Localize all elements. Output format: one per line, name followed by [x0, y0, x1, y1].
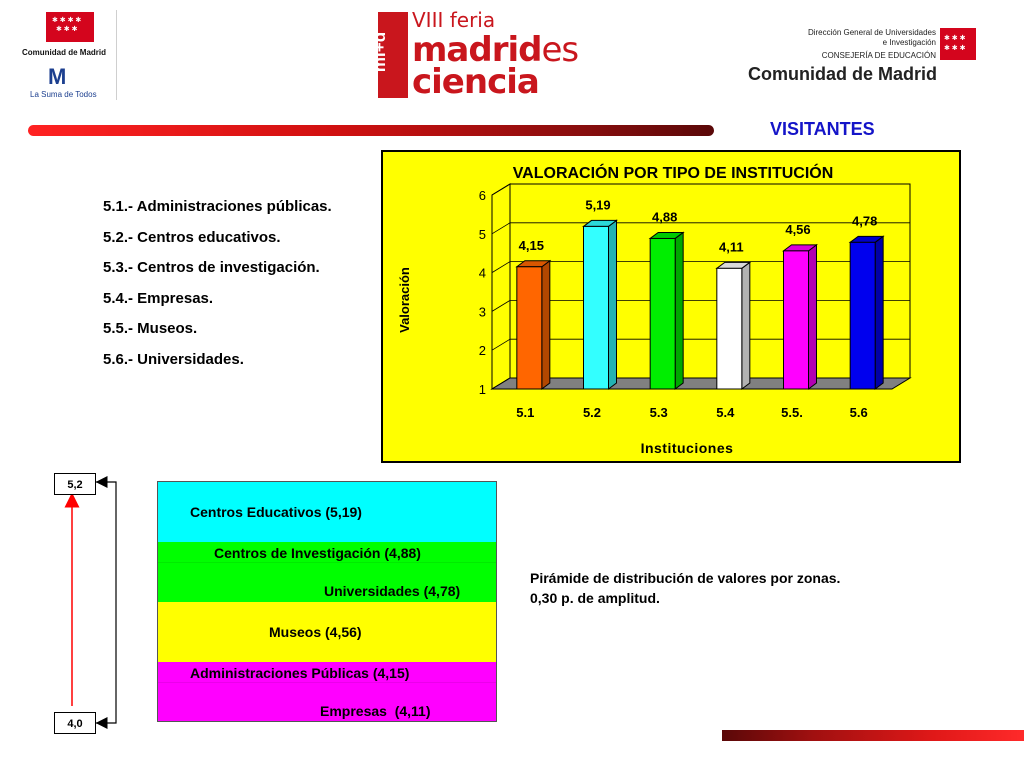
zone-yellow: Museos (4,56)	[158, 602, 496, 662]
feria-logo: mi+d VIII feria madrides ciencia	[370, 8, 579, 102]
zone-divider	[158, 562, 496, 563]
bar-chart: 1 2 3 4 5 6 4,15 5.1 5,19 5.2 4,88 5.3 4,11 5.4 4,56 5.…	[381, 150, 961, 463]
gridline	[491, 261, 910, 273]
dg-line-3: CONSEJERÍA DE EDUCACIÓN	[821, 51, 936, 60]
institution-item: 5.5.- Museos.	[103, 320, 198, 337]
bar-value-label: 5,19	[585, 197, 610, 212]
madrid-flag-icon: ✱ ✱ ✱ ✱ ✱ ✱ ✱	[46, 12, 94, 42]
institution-item: 5.1.- Administraciones públicas.	[103, 198, 332, 215]
x-tick-label: 5.6	[850, 405, 868, 420]
feria-vertical-mark: mi+d	[370, 12, 408, 98]
bar-side	[874, 235, 884, 390]
bar-side	[608, 219, 617, 390]
gridline	[491, 299, 910, 312]
bar-side	[541, 259, 551, 390]
y-tick-label: 1	[479, 382, 486, 397]
x-axis-label: Instituciones	[641, 440, 734, 456]
zone-label: Centros de Investigación (4,88)	[214, 545, 421, 561]
bar-side	[674, 231, 684, 390]
bar	[649, 237, 676, 390]
bar-value-label: 4,78	[852, 213, 877, 228]
bar-value-label: 4,15	[519, 238, 544, 253]
section-title: VISITANTES	[770, 119, 875, 139]
direccion-general-logo: Dirección General de Universidades e Inv…	[740, 28, 980, 88]
bar-value-label: 4,88	[652, 209, 677, 224]
x-tick-label: 5.1	[516, 405, 534, 420]
bottom-red-bar	[722, 730, 1024, 741]
y-tick-label: 2	[479, 343, 486, 358]
bar-value-label: 4,11	[719, 239, 744, 254]
bar	[849, 241, 876, 390]
y-tick-label: 5	[479, 227, 486, 242]
zone-label: Museos (4,56)	[269, 624, 362, 640]
y-axis-label: Valoración	[397, 267, 412, 333]
plot-back-wall	[509, 183, 911, 379]
feria-madrid-bold: madrid	[412, 30, 542, 70]
plot-side-wall	[491, 183, 511, 390]
zone-divider	[158, 682, 496, 683]
x-tick-label: 5.5.	[781, 405, 803, 420]
scale-bottom-value: 4,0	[54, 712, 96, 734]
chart-title: VALORACIÓN POR TIPO DE INSTITUCIÓN	[513, 163, 834, 182]
bar	[783, 250, 809, 390]
bar-side	[808, 243, 817, 390]
bar-value-label: 4,56	[785, 222, 810, 237]
dg-line-2: e Investigación	[882, 38, 936, 47]
scale-arrows	[64, 476, 117, 729]
gridline	[491, 183, 910, 196]
logo-name: Comunidad de Madrid	[22, 48, 106, 57]
x-tick-label: 5.3	[650, 405, 668, 420]
gridline	[491, 338, 910, 351]
logo-divider	[116, 10, 117, 100]
top-red-bar	[28, 125, 714, 136]
dg-line-4: Comunidad de Madrid	[748, 64, 937, 84]
zone-label: Administraciones Públicas (4,15)	[190, 665, 410, 681]
pyramid-note-line-1: Pirámide de distribución de valores por …	[530, 570, 841, 586]
chart-svg: 1 2 3 4 5 6 4,15 5.1 5,19 5.2 4,88 5.3 4,11 5.4 4,56 5.…	[397, 163, 912, 456]
institutions-list: 5.1.- Administraciones públicas. 5.2.- C…	[103, 198, 332, 381]
y-tick-label: 3	[479, 304, 486, 319]
pyramid-note: Pirámide de distribución de valores por …	[530, 568, 840, 608]
y-tick-label: 4	[479, 266, 486, 281]
institution-item: 5.4.- Empresas.	[103, 289, 214, 307]
madrid-flag-icon: ✱ ✱ ✱ ✱ ✱ ✱	[940, 28, 976, 60]
feria-vertical-text: mi+d	[370, 31, 390, 73]
zone-label: Empresas (4,11)	[320, 703, 431, 719]
bar	[716, 267, 743, 390]
feria-madrid: madrides	[412, 30, 579, 70]
zone-label: Centros Educativos (5,19)	[190, 504, 362, 520]
zone-green: Centros de Investigación (4,88) Universi…	[158, 542, 496, 602]
gridline	[491, 222, 910, 235]
institution-item: 5.2.- Centros educativos.	[103, 228, 281, 246]
pyramid-note-line-2: 0,30 p. de amplitud.	[530, 590, 660, 606]
institution-item: 5.6.- Universidades.	[103, 350, 244, 368]
zone-magenta: Administraciones Públicas (4,15) Empresa…	[158, 662, 496, 721]
feria-ciencia: ciencia	[412, 62, 540, 102]
bar	[583, 225, 609, 390]
scale-top-value: 5,2	[54, 473, 96, 495]
x-tick-label: 5.4	[716, 405, 735, 420]
feria-madrid-es: es	[541, 30, 579, 70]
bracket-arrow	[96, 481, 117, 724]
bar	[516, 266, 543, 390]
distribution-pyramid: Centros Educativos (5,19) Centros de Inv…	[157, 481, 497, 722]
dg-line-1: Dirección General de Universidades	[807, 28, 936, 37]
logo-mark: M	[48, 64, 66, 89]
bar-side	[741, 261, 751, 390]
x-tick-label: 5.2	[583, 405, 601, 420]
y-tick-label: 6	[479, 188, 486, 203]
feria-edition: VIII feria	[412, 8, 496, 32]
logo-slogan: La Suma de Todos	[30, 90, 97, 99]
comunidad-madrid-logo: ✱ ✱ ✱ ✱ ✱ ✱ ✱ Comunidad de Madrid M La S…	[10, 12, 118, 100]
plot-floor	[490, 377, 912, 390]
zone-cyan: Centros Educativos (5,19)	[158, 482, 496, 542]
institution-item: 5.3.- Centros de investigación.	[103, 259, 320, 276]
zone-label: Universidades (4,78)	[324, 583, 461, 599]
